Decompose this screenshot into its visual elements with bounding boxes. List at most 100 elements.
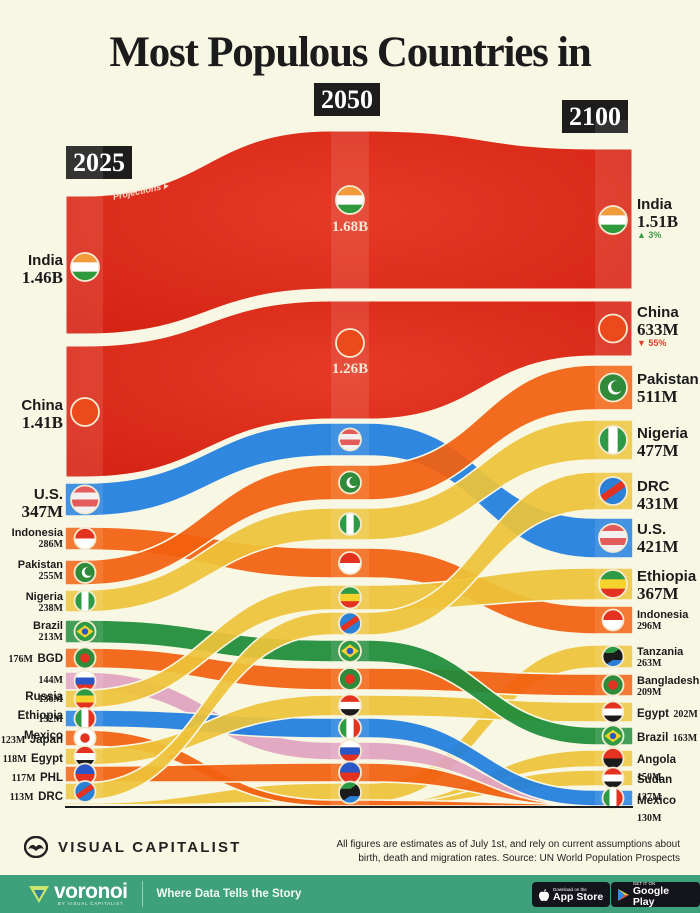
flag-bangladesh-icon <box>338 667 362 691</box>
label-name: Indonesia <box>637 609 689 621</box>
vc-mustache-icon <box>24 836 48 858</box>
label-2100-sudan: Sudan 137M <box>637 771 700 805</box>
flag-drc-icon <box>338 611 362 636</box>
label-name: Brazil <box>637 732 669 744</box>
label-2025-mexico: 132M Mexico <box>0 710 63 744</box>
flag-india-icon <box>70 252 100 282</box>
flag-brazil-icon <box>73 620 97 643</box>
label-2025-japan: 123M Japan <box>1 731 63 748</box>
label-value: 209M <box>637 686 662 698</box>
label-2025-brazil: Brazil 213M <box>33 620 63 643</box>
flag-russia-icon <box>338 739 362 763</box>
voronoi-wordmark: voronoi <box>54 879 128 903</box>
label-2100-ethiopia: Ethiopia 367M <box>637 569 696 603</box>
flag-pakistan-icon <box>338 470 362 495</box>
vc-brand-name: VISUAL CAPITALIST <box>58 838 242 856</box>
label-value: 238M <box>38 602 63 614</box>
label-name: Sudan <box>637 774 673 786</box>
apple-icon <box>539 888 549 901</box>
chart-title: Most Populous Countries in <box>109 29 591 76</box>
year-label-2100: 2100 <box>562 100 628 133</box>
label-value: 1.46B <box>21 267 63 287</box>
label-value: 123M <box>0 735 26 746</box>
label-name: U.S. <box>637 521 667 538</box>
label-2100-mexico: Mexico 130M <box>637 792 700 826</box>
label-name: Pakistan <box>17 559 63 571</box>
voronoi-icon <box>29 886 49 903</box>
label-name: Egypt <box>637 708 669 720</box>
label-name: Japan <box>29 734 63 746</box>
label-value: 163M <box>672 733 698 744</box>
label-2025-bgd: 176M BGD <box>9 650 63 667</box>
voronoi-logo[interactable]: voronoi BY VISUAL CAPITALIST <box>28 879 128 906</box>
label-name: DRC <box>38 791 63 803</box>
label-name: Ethiopia <box>637 568 697 585</box>
band-ethiopia <box>64 567 634 709</box>
label-name: U.S. <box>33 486 63 503</box>
flag-china-icon <box>70 397 100 427</box>
label-2100-drc: DRC 431M <box>637 479 679 513</box>
label-2025-drc: 113M DRC <box>10 788 63 805</box>
label-value: 421M <box>637 536 679 556</box>
year-label-2050: 2050 <box>314 83 380 116</box>
label-value: 213M <box>38 631 63 643</box>
label-value: 347M <box>21 501 63 521</box>
voronoi-sub: BY VISUAL CAPITALIST <box>57 900 124 906</box>
flag-pakistan-icon <box>73 561 97 584</box>
flag-brazil-icon <box>338 639 362 663</box>
label-2100-brazil: Brazil 163M <box>637 729 697 746</box>
label-value: 1.41B <box>21 412 63 432</box>
label-name: India <box>27 252 63 269</box>
flag-egypt-icon <box>338 693 362 718</box>
footer-tagline: Where Data Tells the Story <box>156 888 302 900</box>
flag-ethiopia-icon <box>598 569 628 599</box>
flag-nigeria-icon <box>73 589 97 613</box>
label-value: 118M <box>2 754 27 765</box>
label-2100-tanzania: Tanzania 263M <box>637 646 683 669</box>
app-store-label: App Store <box>553 890 604 903</box>
label-name: DRC <box>637 478 670 495</box>
google-play-icon <box>618 888 629 901</box>
label-value: 263M <box>637 657 662 669</box>
label-value: 130M <box>637 812 662 824</box>
label-2025-russia: 144M Russia <box>0 671 63 705</box>
label-2100-nigeria: Nigeria 477M <box>637 426 688 460</box>
app-store-button[interactable]: Download on the App Store <box>532 882 611 907</box>
flag-indonesia-icon <box>601 608 625 632</box>
china-2050-value: 1.26B <box>331 361 369 377</box>
flag-bangladesh-icon <box>601 673 625 697</box>
label-name: Russia <box>25 690 63 703</box>
visual-capitalist-logo: VISUAL CAPITALIST <box>24 836 242 858</box>
flag-angola-icon <box>601 747 625 770</box>
label-2100-bangladesh: Bangladesh 209M <box>637 675 699 698</box>
flag-mexico-icon <box>73 707 97 730</box>
label-name: Nigeria <box>25 591 63 603</box>
change-indicator: ▼ 55% <box>637 337 667 348</box>
google-play-small: GET IT ON <box>632 881 656 886</box>
label-name: Pakistan <box>637 371 699 388</box>
label-value: 296M <box>637 620 662 632</box>
label-2025-pakistan: Pakistan 255M <box>17 559 63 582</box>
label-2100-egypt: Egypt 202M <box>637 705 698 722</box>
label-2100-indonesia: Indonesia 296M <box>637 609 689 632</box>
flag-china-icon <box>335 328 365 358</box>
label-2100-india: India 1.51B ▲ 3% <box>637 197 678 240</box>
band-drc <box>64 471 634 801</box>
label-name: BGD <box>37 653 63 665</box>
label-value: 477M <box>637 440 679 460</box>
label-value: 202M <box>673 709 698 720</box>
google-play-button[interactable]: GET IT ON Google Play <box>611 881 700 908</box>
flag-indonesia-icon <box>338 551 362 575</box>
flag-tanzania-icon <box>338 780 362 805</box>
label-value: 1.51B <box>637 211 679 231</box>
label-2100-pakistan: Pakistan 511M <box>637 372 699 406</box>
label-value: 150M <box>637 771 662 783</box>
label-value: 176M <box>8 654 33 665</box>
flag-brazil-icon <box>601 724 625 748</box>
label-2025-ethiopia: 136M Ethiopia <box>0 690 63 724</box>
band-tanzania <box>64 644 634 807</box>
flag-us-icon <box>70 484 100 515</box>
footer-bar: voronoi BY VISUAL CAPITALIST Where Data … <box>0 875 700 913</box>
google-play-label: Google Play <box>632 885 670 908</box>
label-name: Egypt <box>31 753 63 765</box>
